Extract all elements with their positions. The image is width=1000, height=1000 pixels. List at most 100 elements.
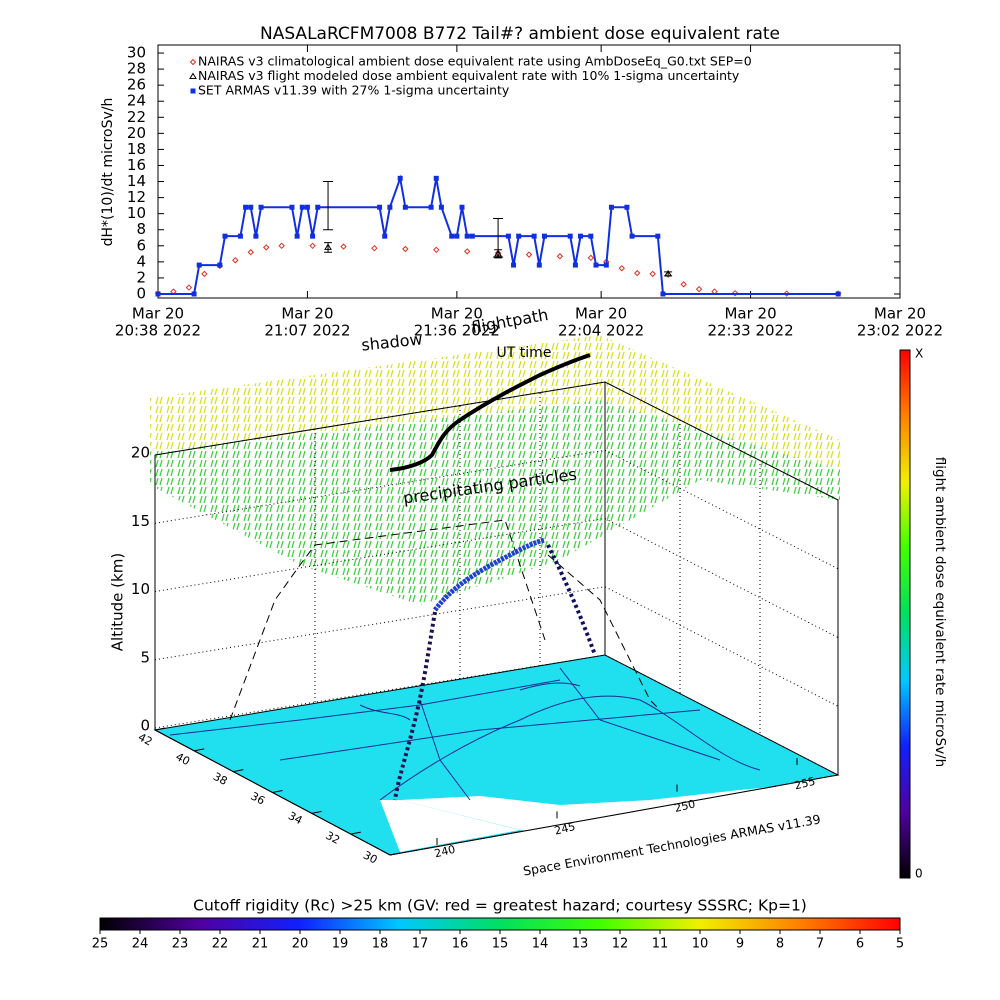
z-tick-label: 10 xyxy=(131,580,150,598)
data-point xyxy=(531,233,537,239)
legend-symbol xyxy=(190,88,196,94)
x-tick-label: Mar 20 xyxy=(281,305,333,323)
z-tick-label: 0 xyxy=(140,717,150,735)
data-point xyxy=(511,262,517,268)
colorbar-tick-label: 12 xyxy=(612,937,629,952)
ocean-region xyxy=(380,800,520,852)
x-tick-label: 23:02 2022 xyxy=(857,322,943,340)
colorbar-tick-label: 13 xyxy=(572,937,589,952)
data-point xyxy=(309,242,316,250)
colorbar-tick-label: 18 xyxy=(372,937,389,952)
colorbar-tick-label: 19 xyxy=(332,937,349,952)
colorbar xyxy=(899,349,911,879)
data-point xyxy=(185,284,193,291)
annotation: shadow xyxy=(360,329,423,354)
y-tick xyxy=(311,810,322,814)
data-point xyxy=(310,233,316,239)
error-bar xyxy=(493,217,504,258)
data-point xyxy=(433,175,439,181)
colorbar-label: Cutoff rigidity (Rc) >25 km (GV: red = g… xyxy=(193,897,807,915)
data-point xyxy=(294,233,300,239)
data-point xyxy=(655,233,661,239)
x-tick-label: 22:04 2022 xyxy=(558,322,644,340)
y-tick-label: 14 xyxy=(127,172,146,190)
plot-frame xyxy=(157,44,901,299)
z-tick-label: 20 xyxy=(131,444,150,462)
colorbar-tick-label: 15 xyxy=(492,937,509,952)
flight-shadow xyxy=(229,519,661,721)
colorbar-tick-label: 17 xyxy=(412,937,429,952)
y-tick-label: 24 xyxy=(127,92,146,110)
data-point xyxy=(299,204,305,210)
axis-edge xyxy=(389,774,839,856)
data-point xyxy=(155,291,161,297)
data-point xyxy=(603,262,609,268)
data-point xyxy=(695,285,703,293)
colorbar-tick-label: 8 xyxy=(776,937,784,952)
data-point xyxy=(196,262,202,268)
data-point xyxy=(660,291,666,297)
data-point xyxy=(258,204,264,210)
colorbar-tick-label: 25 xyxy=(92,937,109,952)
z-tick-label: 5 xyxy=(140,648,150,666)
data-point xyxy=(438,204,444,210)
data-point xyxy=(783,290,790,297)
x-tick-label: 245 xyxy=(553,820,577,838)
y-tick-label: 32 xyxy=(324,829,342,847)
data-point xyxy=(664,269,673,277)
colorbar-tick-label: 24 xyxy=(132,937,149,952)
y-axis-label: dH*(10)/dt microSv/h xyxy=(100,98,116,247)
data-point xyxy=(397,175,403,181)
y-tick-label: 34 xyxy=(286,809,304,827)
x-tick-label: Mar 20 xyxy=(575,305,627,323)
data-point xyxy=(315,204,321,210)
data-point xyxy=(731,289,739,297)
flight-path-top xyxy=(389,353,591,472)
chart-title: NASALaRCFM7008 B772 Tail#? ambient dose … xyxy=(260,24,780,44)
y-tick-label: 18 xyxy=(127,140,146,158)
data-point xyxy=(567,233,573,239)
colorbar-tick-label: 20 xyxy=(292,937,309,952)
data-point xyxy=(387,204,393,210)
data-point xyxy=(618,265,625,272)
data-point xyxy=(382,233,388,239)
colorbar-tick-label: 21 xyxy=(252,937,269,952)
data-point xyxy=(469,233,475,239)
y-tick xyxy=(154,727,166,731)
y-tick-label: 20 xyxy=(127,124,146,142)
y-tick-label: 6 xyxy=(136,236,146,254)
colorbar-tick-label: 10 xyxy=(692,937,709,952)
data-point xyxy=(464,233,470,239)
x-tick-label: 250 xyxy=(673,797,697,815)
x-tick-label: 20:38 2022 xyxy=(115,322,201,340)
data-point xyxy=(232,257,239,264)
legend-label: SET ARMAS v11.39 with 27% 1-sigma uncert… xyxy=(198,83,510,98)
x-tick-label: 21:07 2022 xyxy=(264,322,350,340)
y-tick-label: 26 xyxy=(127,76,146,94)
data-point xyxy=(634,269,641,277)
y-tick-label: 42 xyxy=(136,731,154,749)
x-tick-label: 22:33 2022 xyxy=(707,322,793,340)
data-point xyxy=(304,204,310,210)
data-point xyxy=(459,204,465,210)
data-point xyxy=(217,262,223,268)
data-point xyxy=(222,233,228,239)
data-point xyxy=(340,243,347,250)
data-point xyxy=(191,291,197,297)
data-point xyxy=(247,249,254,256)
data-point xyxy=(377,204,383,210)
data-point xyxy=(588,233,594,239)
y-tick-label: 10 xyxy=(127,204,146,222)
x-tick-label: 21:36 2022 xyxy=(414,322,500,340)
data-point xyxy=(578,233,584,239)
particles-lower xyxy=(150,400,840,605)
flight-path xyxy=(433,537,546,612)
z-axis-label: Altitude (km) xyxy=(109,553,127,651)
colorbar-label: flight ambient dose equivalent rate micr… xyxy=(932,457,948,767)
y-tick-label: 4 xyxy=(136,252,146,270)
x-tick-label: Mar 20 xyxy=(874,305,926,323)
data-point xyxy=(463,248,471,255)
x-tick-label: 255 xyxy=(793,775,817,793)
y-tick xyxy=(194,748,205,752)
